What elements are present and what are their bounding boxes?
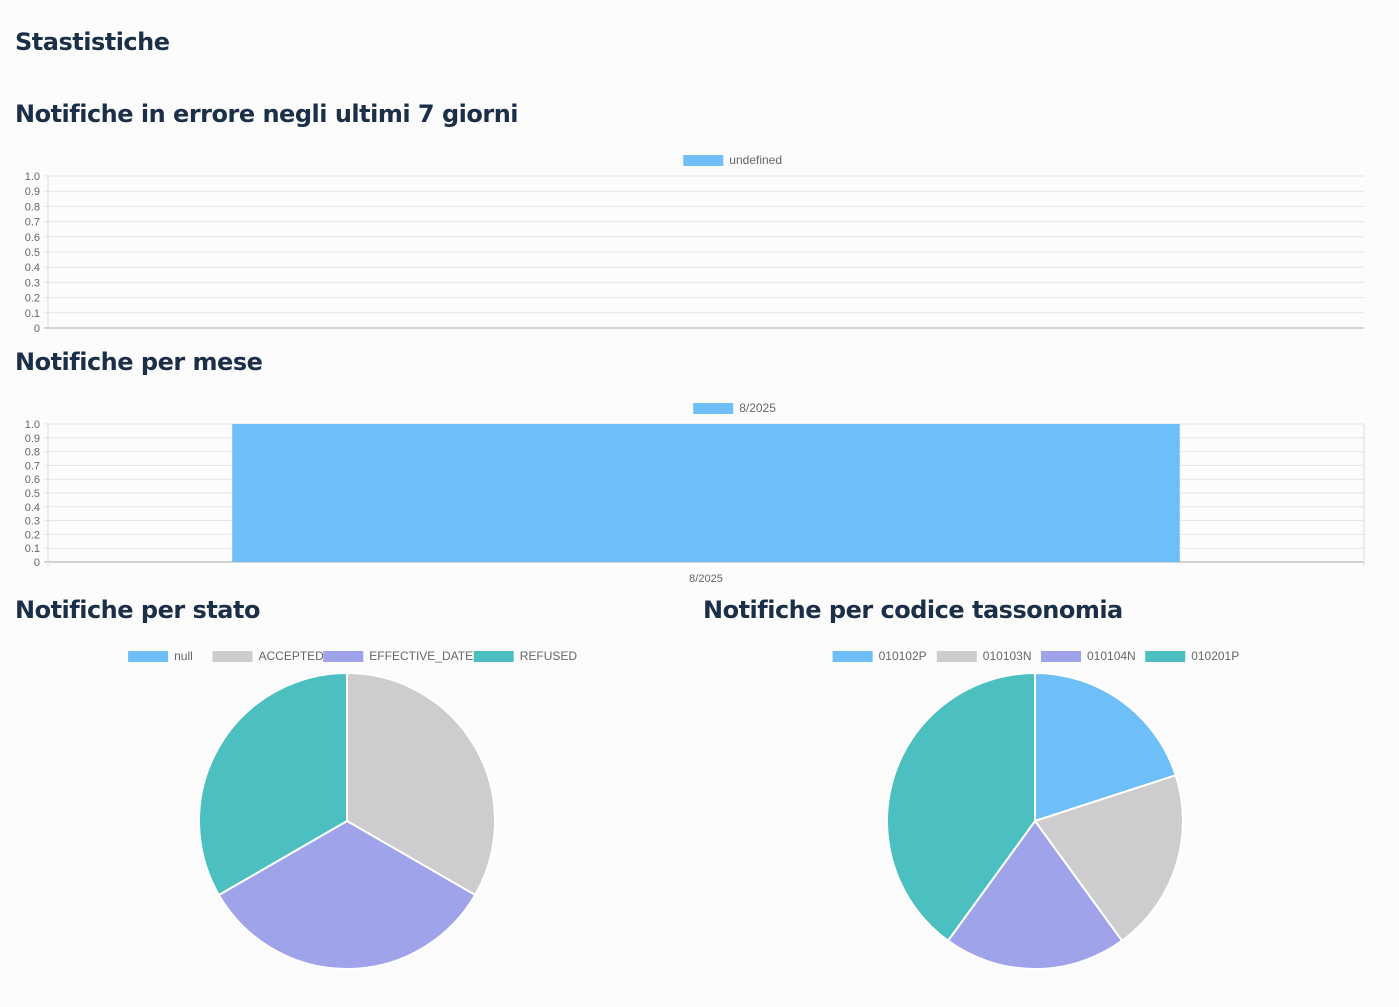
state-legend-swatch [323, 651, 364, 662]
monthly-bar [232, 424, 1180, 562]
errors-ytick: 0.2 [25, 293, 40, 305]
monthly-legend-swatch [693, 403, 734, 414]
state-slice-accepted [346, 671, 496, 897]
errors-ytick: 0.1 [25, 308, 40, 320]
taxonomy-legend-label: 010201P [1191, 649, 1239, 663]
monthly-ytick: 0.2 [25, 529, 40, 541]
monthly-ytick: 0 [34, 557, 40, 569]
taxonomy-legend-label: 010102P [879, 649, 927, 663]
errors-ytick: 0 [34, 323, 40, 335]
taxonomy-legend-swatch [832, 651, 873, 662]
taxonomy-slice-010102p [1034, 671, 1178, 823]
monthly-ytick: 0.8 [25, 447, 40, 459]
taxonomy-legend-swatch [936, 651, 977, 662]
state-legend-swatch [212, 651, 253, 662]
state-legend-swatch [473, 651, 514, 662]
errors-chart-title: Notifiche in errore negli ultimi 7 giorn… [15, 100, 519, 128]
errors-ytick: 0.9 [25, 186, 40, 198]
taxonomy-slice-010104n [946, 819, 1124, 970]
errors-ytick: 0.4 [25, 262, 40, 274]
state-legend-label: EFFECTIVE_DATE [369, 649, 473, 663]
errors-ytick: 0.7 [25, 217, 40, 229]
monthly-ytick: 0.5 [25, 488, 40, 500]
taxonomy-legend-swatch [1041, 651, 1081, 662]
taxonomy-legend-label: 010103N [983, 649, 1032, 663]
monthly-ytick: 0.6 [25, 474, 40, 486]
monthly-legend-label: 8/2025 [739, 401, 776, 415]
monthly-ytick: 0.4 [25, 502, 40, 514]
page-title: Stastistiche [15, 28, 170, 56]
errors-ytick: 0.8 [25, 201, 40, 213]
state-slice-effective-date [217, 819, 477, 970]
taxonomy-legend-label: 010104N [1087, 649, 1136, 663]
monthly-ytick: 0.7 [25, 460, 40, 472]
state-legend-label: ACCEPTED [259, 649, 325, 663]
taxonomy-slice-010103n [1033, 774, 1184, 943]
taxonomy-legend-swatch [1145, 651, 1186, 662]
monthly-ytick: 0.1 [25, 543, 40, 555]
state-legend-label: REFUSED [520, 649, 578, 663]
state-slice-refused [198, 671, 348, 897]
state-chart-title: Notifiche per stato [15, 596, 260, 624]
errors-legend-swatch [683, 155, 724, 166]
state-legend-label: null [174, 649, 193, 663]
errors-ytick: 0.5 [25, 247, 40, 259]
errors-legend-label: undefined [729, 153, 782, 167]
errors-ytick: 0.6 [25, 232, 40, 244]
state-legend-swatch [128, 651, 169, 662]
monthly-chart-title: Notifiche per mese [15, 348, 263, 376]
taxonomy-slice-010201p [886, 671, 1036, 943]
monthly-ytick: 0.3 [25, 516, 40, 528]
monthly-xtick: 8/2025 [689, 573, 723, 585]
monthly-ytick: 1.0 [25, 419, 40, 431]
monthly-ytick: 0.9 [25, 433, 40, 445]
errors-ytick: 0.3 [25, 277, 40, 289]
taxonomy-chart-title: Notifiche per codice tassonomia [703, 596, 1123, 624]
errors-ytick: 1.0 [25, 171, 40, 183]
